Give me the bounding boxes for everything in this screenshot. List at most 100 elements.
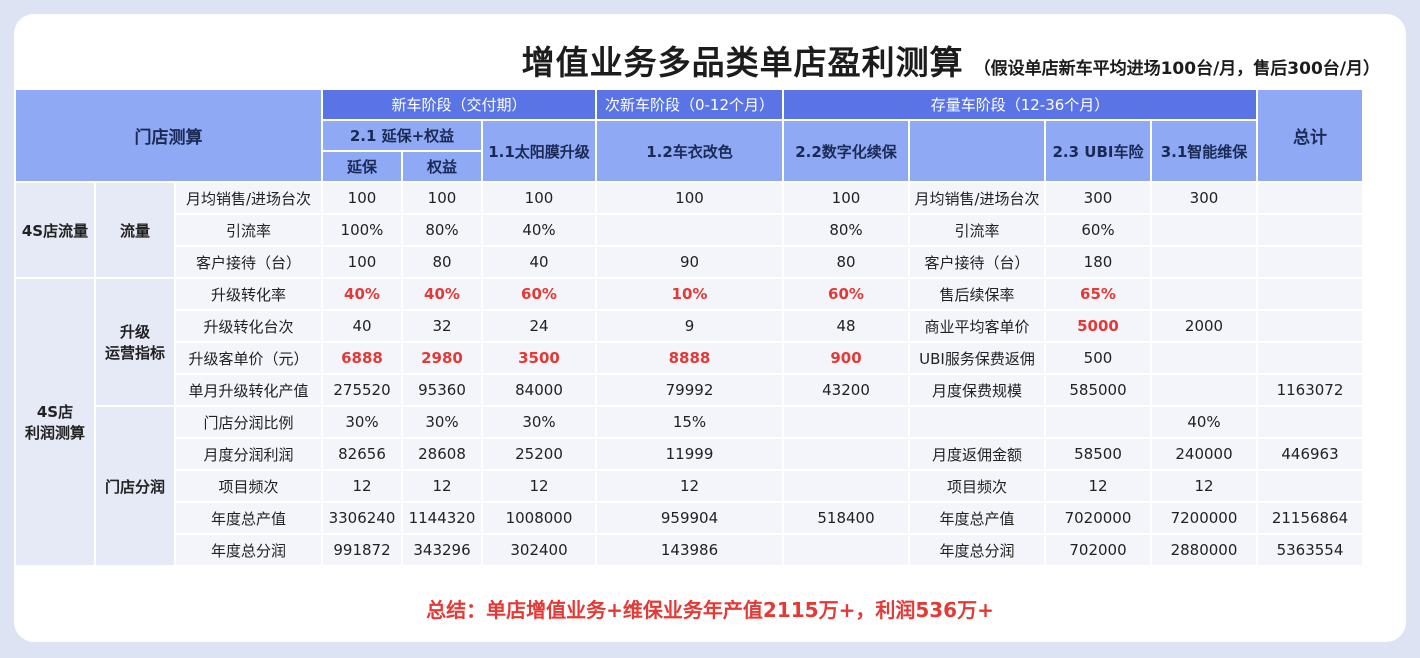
header-ubi: 2.3 UBI车险 <box>1046 121 1150 181</box>
table-cell: 12 <box>403 471 481 501</box>
table-cell: 12 <box>483 471 595 501</box>
table-cell <box>1258 279 1362 309</box>
table-cell: 80% <box>784 215 908 245</box>
table-cell: 48 <box>784 311 908 341</box>
table-cell: 3500 <box>483 343 595 373</box>
table-cell: 40% <box>403 279 481 309</box>
table-cell: 90 <box>597 247 782 277</box>
table-cell: 84000 <box>483 375 595 405</box>
table-cell: 100 <box>483 183 595 213</box>
row-label: 月度返佣金额 <box>910 439 1044 469</box>
row-label: 引流率 <box>176 215 321 245</box>
table-cell: 80 <box>784 247 908 277</box>
title-row: 增值业务多品类单店盈利测算 （假设单店新车平均进场100台/月，售后300台/月… <box>0 36 1380 88</box>
table-cell: 60% <box>1046 215 1150 245</box>
table-cell <box>1152 279 1256 309</box>
table-cell: 8888 <box>597 343 782 373</box>
table-row: 升级客单价（元） 6888 2980 3500 8888 900 UBI服务保费返佣 500 <box>16 343 1362 373</box>
table-cell: 60% <box>483 279 595 309</box>
table-cell: 2980 <box>403 343 481 373</box>
table-cell: 343296 <box>403 535 481 565</box>
table-cell: 100% <box>323 215 401 245</box>
row-label: 项目频次 <box>910 471 1044 501</box>
row-label: 升级转化率 <box>176 279 321 309</box>
table-cell: 9 <box>597 311 782 341</box>
table-cell: 2880000 <box>1152 535 1256 565</box>
header-smart-maint: 3.1智能维保 <box>1152 121 1256 181</box>
table-cell <box>1152 215 1256 245</box>
group-traffic-4s: 4S店流量 <box>16 183 94 277</box>
table-cell: 30% <box>403 407 481 437</box>
table-cell: 518400 <box>784 503 908 533</box>
table-cell <box>1258 183 1362 213</box>
row-label: 项目频次 <box>176 471 321 501</box>
group-upgrade-ops: 升级 运营指标 <box>96 279 174 405</box>
table-cell: 1163072 <box>1258 375 1362 405</box>
table-cell: 300 <box>1046 183 1150 213</box>
table-cell: 12 <box>597 471 782 501</box>
row-label: 年度总产值 <box>176 503 321 533</box>
header-sub-new-stage: 次新车阶段（0-12个月） <box>597 90 782 119</box>
table-cell: 60% <box>784 279 908 309</box>
row-label: UBI服务保费返佣 <box>910 343 1044 373</box>
table-row: 4S店 利润测算 升级 运营指标 升级转化率 40% 40% 60% 10% 60% 售后续保率… <box>16 279 1362 565</box>
table-row: 升级转化台次 40 32 24 9 48 商业平均客单价 5000 2000 <box>16 311 1362 341</box>
table-cell: 40 <box>323 311 401 341</box>
table-cell <box>1152 343 1256 373</box>
table-row: 门店分润 门店分润比例 30% 30% 30% 15% 40% <box>16 407 1362 565</box>
table-cell <box>1258 343 1362 373</box>
page-subtitle: （假设单店新车平均进场100台/月，售后300台/月） <box>973 59 1380 79</box>
table-cell <box>784 471 908 501</box>
table-cell: 7200000 <box>1152 503 1256 533</box>
table-cell <box>1258 471 1362 501</box>
table-cell: 100 <box>784 183 908 213</box>
row-label <box>910 407 1044 437</box>
table-cell: 143986 <box>597 535 782 565</box>
header-warranty-rights: 2.1 延保+权益 <box>323 121 481 150</box>
profit-table: 门店测算 新车阶段（交付期） 次新车阶段（0-12个月） 存量车阶段（12-36… <box>14 88 1364 567</box>
header-store-calc: 门店测算 <box>16 90 321 181</box>
table-cell: 40% <box>323 279 401 309</box>
table-cell: 21156864 <box>1258 503 1362 533</box>
table-cell: 95360 <box>403 375 481 405</box>
table-cell: 1144320 <box>403 503 481 533</box>
table-cell: 100 <box>403 183 481 213</box>
table-cell: 6888 <box>323 343 401 373</box>
table-cell: 180 <box>1046 247 1150 277</box>
header-digital-warranty: 2.2数字化续保 <box>784 121 908 181</box>
page-title: 增值业务多品类单店盈利测算 <box>521 43 964 82</box>
header-warranty: 延保 <box>323 152 401 181</box>
row-label: 月均销售/进场台次 <box>910 183 1044 213</box>
table-row: 月度分润利润 82656 28608 25200 11999 月度返佣金额 58500 240… <box>16 439 1362 469</box>
table-cell: 65% <box>1046 279 1150 309</box>
header-car-wrap: 1.2车衣改色 <box>597 121 782 181</box>
table-cell: 40% <box>483 215 595 245</box>
row-label: 售后续保率 <box>910 279 1044 309</box>
header-total: 总计 <box>1258 90 1362 181</box>
table-cell: 15% <box>597 407 782 437</box>
table-cell: 80 <box>403 247 481 277</box>
table-cell: 2000 <box>1152 311 1256 341</box>
group-profit-4s: 4S店 利润测算 <box>16 279 94 565</box>
table-cell: 1008000 <box>483 503 595 533</box>
table-cell: 28608 <box>403 439 481 469</box>
table-cell: 12 <box>323 471 401 501</box>
row-label: 单月升级转化产值 <box>176 375 321 405</box>
table-cell: 240000 <box>1152 439 1256 469</box>
row-label: 月度保费规模 <box>910 375 1044 405</box>
table-row: 项目频次 12 12 12 12 项目频次 12 12 <box>16 471 1362 501</box>
table-cell: 7020000 <box>1046 503 1150 533</box>
table-cell: 100 <box>597 183 782 213</box>
table-cell: 300 <box>1152 183 1256 213</box>
table-cell: 80% <box>403 215 481 245</box>
table-cell: 43200 <box>784 375 908 405</box>
table-cell <box>1152 375 1256 405</box>
table-cell: 500 <box>1046 343 1150 373</box>
table-cell: 25200 <box>483 439 595 469</box>
table-cell: 100 <box>323 247 401 277</box>
table-cell <box>784 407 908 437</box>
header-stock-stage: 存量车阶段（12-36个月） <box>784 90 1256 119</box>
table-cell: 275520 <box>323 375 401 405</box>
header-blank <box>910 121 1044 181</box>
table-cell <box>1258 407 1362 437</box>
